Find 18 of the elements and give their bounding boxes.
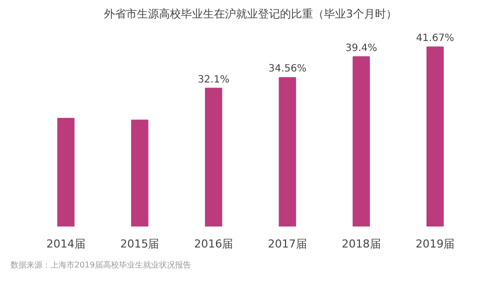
data-label: 34.56% [268,64,306,75]
bar [278,77,296,226]
data-label: 39.4% [345,42,378,54]
x-tick-label: 2017届 [268,238,307,250]
bar [57,118,75,226]
source-note: 数据来源：上海市2019届高校毕业生就业状况报告 [10,260,191,270]
x-tick-label: 2015届 [120,238,160,250]
x-tick-label: 2014届 [46,238,86,250]
data-label: 41.67% [416,33,454,44]
bar [352,56,370,226]
x-tick-label: 2016届 [194,238,234,250]
bar [426,46,444,226]
bar [204,88,222,226]
bar [131,120,148,226]
x-tick-label: 2018届 [342,238,381,250]
data-label: 32.1% [198,74,230,86]
x-tick-label: 2019届 [416,238,455,250]
chart-title: 外省市生源高校毕业生在沪就业登记的比重（毕业3个月时） [104,8,397,20]
